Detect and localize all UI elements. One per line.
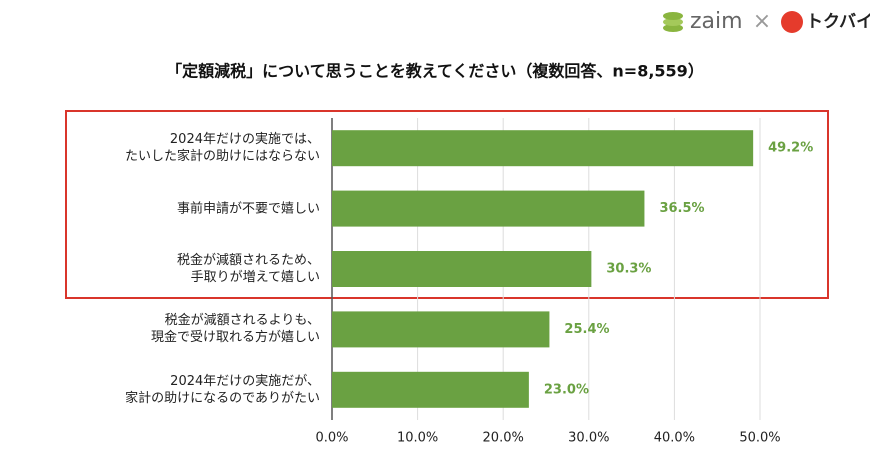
zaim-icon [663,12,683,32]
bar [332,371,529,408]
value-label: 30.3% [606,262,651,277]
logo-separator: × [753,9,771,34]
value-label: 23.0% [544,382,589,397]
x-tick-label: 10.0% [397,431,438,446]
chart-title: 「定額減税」について思うことを教えてください（複数回答、n=8,559） [166,62,704,81]
bar [332,251,592,287]
category-label: 事前申請が不要で嬉しい [176,201,320,217]
category-label: 2024年だけの実施だが、 家計の助けになるのでありがたい [125,373,320,406]
value-label: 36.5% [659,201,704,216]
tokubai-logo: トクバイ [806,12,870,32]
category-label: 2024年だけの実施では、 たいした家計の助けにはならない [124,132,320,165]
x-tick-label: 50.0% [739,431,780,446]
bar [332,311,550,348]
bar [332,190,645,227]
highlight-box [65,110,829,299]
category-label: 税金が減額されるため、 手取りが増えて嬉しい [176,253,320,285]
x-tick-label: 30.0% [568,431,609,446]
value-label: 25.4% [564,322,609,337]
x-tick-label: 40.0% [654,431,695,446]
zaim-logo: zaim [690,9,743,34]
category-label: 税金が減額されるよりも、 現金で受け取れる方が嬉しい [150,313,320,346]
value-label: 49.2% [768,141,813,156]
x-tick-label: 20.0% [483,431,524,446]
x-tick-label: 0.0% [315,431,348,446]
tokubai-icon [781,11,803,33]
bar [332,130,754,167]
